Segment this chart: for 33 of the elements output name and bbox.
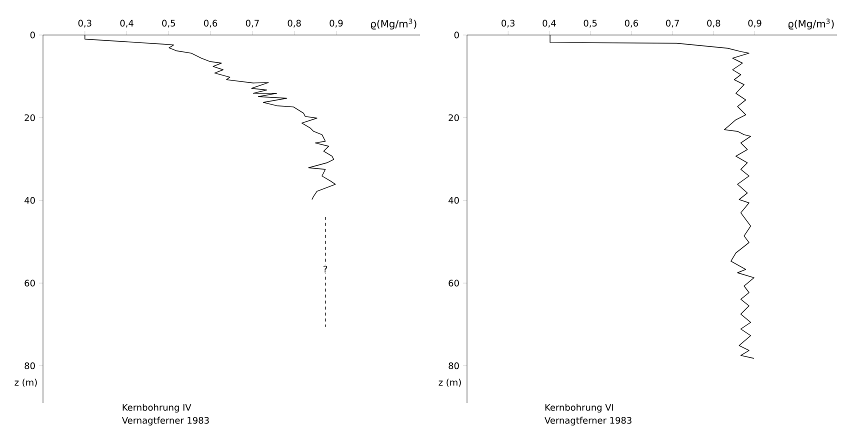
x-axis-title: ϱ(Mg/m$^{3}$) bbox=[788, 18, 834, 30]
x-tick-label: 0,8 bbox=[707, 20, 720, 28]
annotation: ? bbox=[324, 266, 328, 272]
y-tick-label: 80 bbox=[24, 362, 35, 370]
x-tick-label: 0,9 bbox=[748, 20, 762, 28]
x-tick-label: 0,3 bbox=[78, 20, 92, 28]
text: Kernbohrung VI bbox=[545, 404, 614, 413]
y-axis-title: z (m) bbox=[438, 378, 461, 387]
text: Vernagtferner 1983 bbox=[122, 416, 209, 426]
x-tick-label: 0,6 bbox=[624, 20, 638, 28]
y-tick-label: 40 bbox=[448, 197, 459, 204]
x-tick-label: 0,4 bbox=[120, 20, 134, 28]
y-tick-label: 40 bbox=[24, 197, 35, 204]
y-tick-label: 80 bbox=[448, 362, 459, 370]
x-tick-label: 0,5 bbox=[584, 20, 597, 28]
y-axis-title: z (m) bbox=[14, 378, 37, 387]
y-tick-label: 0 bbox=[30, 32, 35, 38]
y-tick-label: 20 bbox=[24, 114, 35, 122]
x-axis-title: ϱ(Mg/m$^{3}$) bbox=[371, 18, 416, 30]
y-tick-label: 0 bbox=[454, 32, 459, 38]
x-tick-label: 0,8 bbox=[288, 20, 301, 28]
x-tick-label: 0,7 bbox=[246, 20, 259, 28]
y-tick-label: 20 bbox=[448, 114, 459, 122]
y-tick-label: 60 bbox=[448, 280, 459, 286]
text: Vernagtferner 1983 bbox=[544, 416, 632, 426]
x-tick-label: 0,5 bbox=[162, 20, 176, 28]
y-tick-label: 60 bbox=[24, 280, 35, 286]
x-tick-label: 0,3 bbox=[502, 20, 515, 28]
x-tick-label: 0,6 bbox=[204, 20, 218, 28]
text: Kernbohrung IV bbox=[122, 404, 192, 413]
x-tick-label: 0,9 bbox=[330, 20, 343, 28]
x-tick-label: 0,4 bbox=[542, 20, 556, 28]
x-tick-label: 0,7 bbox=[666, 20, 679, 28]
